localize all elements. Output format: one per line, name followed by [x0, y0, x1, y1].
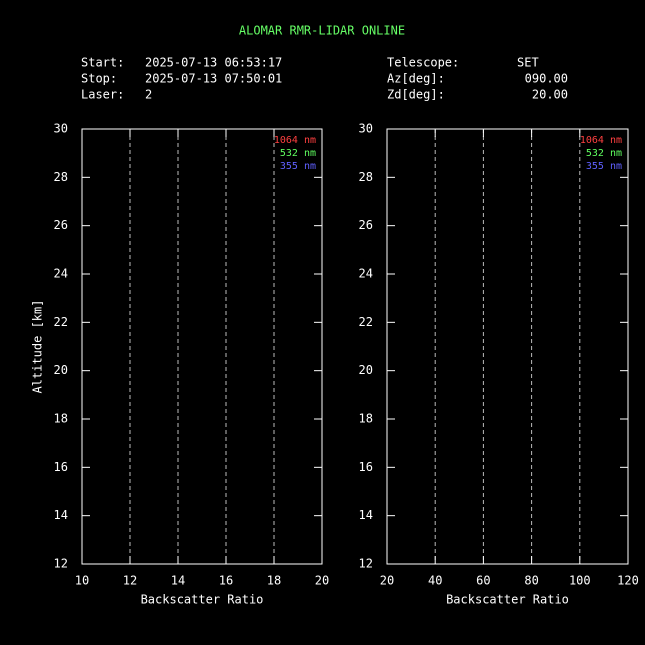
y-tick-label: 16 [359, 460, 373, 474]
y-tick-label: 14 [359, 508, 373, 522]
x-tick-label: 10 [75, 574, 89, 588]
legend-entry: 1064 nm [274, 135, 316, 146]
y-axis-label: Altitude [km] [31, 300, 45, 394]
y-tick-label: 24 [359, 267, 373, 281]
y-tick-label: 16 [54, 460, 68, 474]
y-tick-label: 28 [359, 170, 373, 184]
field-value: SET [517, 56, 539, 70]
field-value: 090.00 [525, 72, 568, 86]
x-tick-label: 60 [476, 574, 490, 588]
field-value: 2 [145, 88, 152, 102]
y-tick-label: 30 [359, 122, 373, 136]
field-label: Telescope: [387, 56, 459, 70]
y-tick-label: 24 [54, 267, 68, 281]
field-label: Stop: [81, 72, 117, 86]
y-tick-label: 22 [54, 315, 68, 329]
y-tick-label: 20 [359, 363, 373, 377]
x-tick-label: 12 [123, 574, 137, 588]
plot-frame [81, 128, 323, 565]
x-axis-label: Backscatter Ratio [446, 593, 569, 607]
legend-entry: 532 nm [586, 148, 622, 159]
x-tick-label: 120 [617, 574, 639, 588]
field-value: 20.00 [532, 88, 568, 102]
legend-entry: 355 nm [280, 161, 316, 172]
y-tick-label: 18 [359, 412, 373, 426]
title: ALOMAR RMR-LIDAR ONLINE [239, 24, 405, 38]
x-tick-label: 100 [569, 574, 591, 588]
plot-frame [386, 128, 629, 565]
y-tick-label: 26 [54, 218, 68, 232]
y-tick-label: 12 [359, 557, 373, 571]
y-tick-label: 26 [359, 218, 373, 232]
x-tick-label: 80 [524, 574, 538, 588]
legend-entry: 355 nm [586, 161, 622, 172]
y-tick-label: 28 [54, 170, 68, 184]
x-tick-label: 20 [315, 574, 329, 588]
x-tick-label: 40 [428, 574, 442, 588]
x-tick-label: 20 [380, 574, 394, 588]
x-tick-label: 14 [171, 574, 185, 588]
field-value: 2025-07-13 07:50:01 [145, 72, 282, 86]
field-label: Az[deg]: [387, 72, 445, 86]
y-tick-label: 20 [54, 363, 68, 377]
y-tick-label: 18 [54, 412, 68, 426]
field-label: Start: [81, 56, 124, 70]
x-axis-label: Backscatter Ratio [141, 593, 264, 607]
y-tick-label: 30 [54, 122, 68, 136]
y-tick-label: 12 [54, 557, 68, 571]
legend-entry: 1064 nm [580, 135, 622, 146]
x-tick-label: 18 [267, 574, 281, 588]
field-label: Zd[deg]: [387, 88, 445, 102]
x-tick-label: 16 [219, 574, 233, 588]
legend-entry: 532 nm [280, 148, 316, 159]
y-tick-label: 14 [54, 508, 68, 522]
field-label: Laser: [81, 88, 124, 102]
field-value: 2025-07-13 06:53:17 [145, 56, 282, 70]
y-tick-label: 22 [359, 315, 373, 329]
